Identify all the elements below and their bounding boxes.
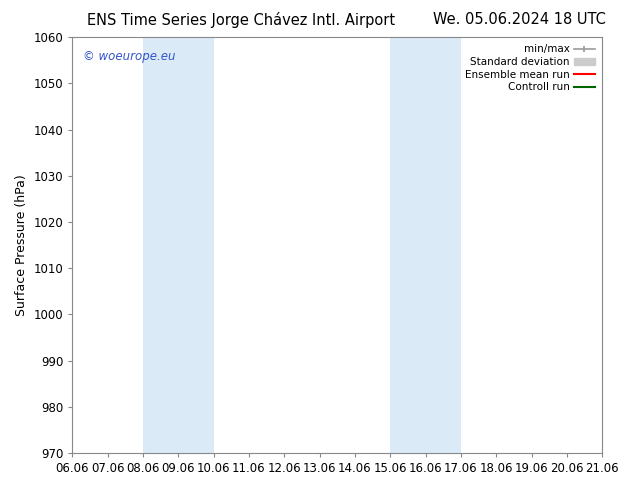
Text: ENS Time Series Jorge Chávez Intl. Airport: ENS Time Series Jorge Chávez Intl. Airpo… xyxy=(87,12,395,28)
Y-axis label: Surface Pressure (hPa): Surface Pressure (hPa) xyxy=(15,174,28,316)
Legend: min/max, Standard deviation, Ensemble mean run, Controll run: min/max, Standard deviation, Ensemble me… xyxy=(463,42,597,95)
Bar xyxy=(391,37,461,453)
Bar xyxy=(143,37,214,453)
Text: We. 05.06.2024 18 UTC: We. 05.06.2024 18 UTC xyxy=(434,12,606,27)
Text: © woeurope.eu: © woeurope.eu xyxy=(83,49,176,63)
